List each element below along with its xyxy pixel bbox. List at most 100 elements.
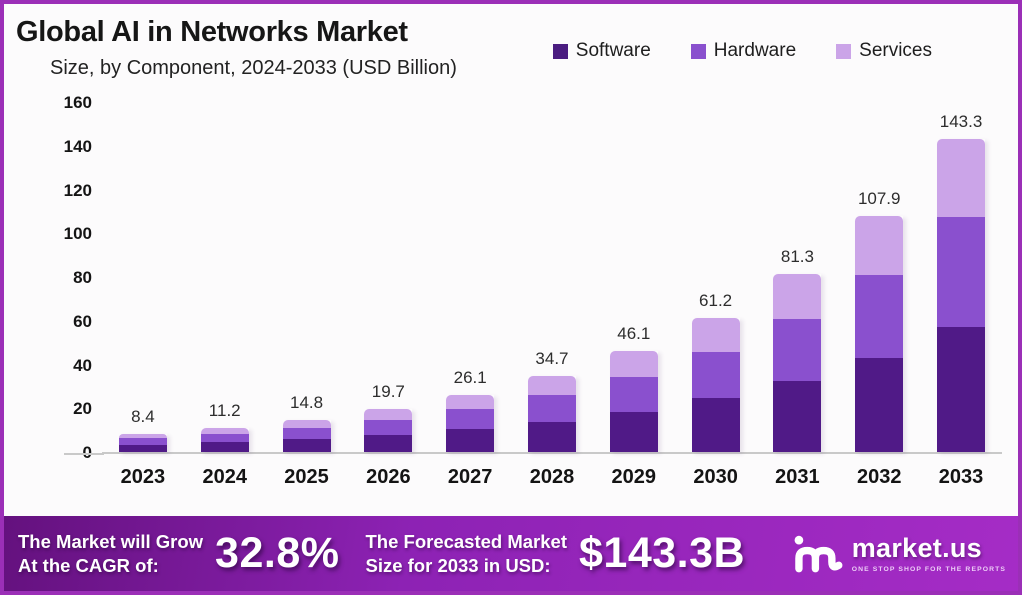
bar-value-label: 11.2 <box>208 400 241 420</box>
bar-column: 61.2 <box>675 104 757 452</box>
logo-text-block: market.us ONE STOP SHOP FOR THE REPORTS <box>851 532 1006 573</box>
bar-column: 8.4 <box>102 104 184 452</box>
y-tick-label: 120 <box>63 180 92 200</box>
bar-segment-services <box>446 394 495 410</box>
stacked-bar <box>527 376 576 452</box>
bar-segment-software <box>446 429 495 452</box>
bar-segment-hardware <box>937 216 986 327</box>
stacked-bar <box>282 419 331 452</box>
legend-label: Hardware <box>713 40 797 61</box>
legend-item-hardware: Hardware <box>690 40 797 62</box>
x-axis-label: 2027 <box>447 466 493 488</box>
bar-value-label: 107.9 <box>857 188 901 208</box>
logo-name: market.us <box>851 532 982 563</box>
bar-column: 46.1 <box>593 104 675 452</box>
bar-value-label: 81.3 <box>780 247 814 267</box>
stacked-bar <box>200 427 249 452</box>
legend-item-services: Services <box>836 40 932 62</box>
bar-segment-hardware <box>282 427 331 440</box>
bar-segment-hardware <box>527 395 576 422</box>
bar-segment-services <box>527 376 576 396</box>
bar-column: 143.3 <box>920 104 1002 452</box>
services-swatch-icon <box>836 43 852 59</box>
x-axis-label: 2026 <box>366 466 411 488</box>
bar-segment-hardware <box>691 351 740 399</box>
x-axis-label: 2025 <box>284 466 329 488</box>
cagr-value: 32.8% <box>215 529 340 577</box>
x-axis-label: 2029 <box>611 466 657 488</box>
legend-label: Services <box>859 40 932 61</box>
bar-segment-software <box>609 411 658 452</box>
bar-value-label: 61.2 <box>699 291 733 311</box>
x-axis-label: 2028 <box>529 466 575 488</box>
forecast-label: The Forecasted Market Size for 2033 in U… <box>365 530 567 576</box>
bar-value-label: 34.7 <box>535 349 569 369</box>
bar-value-label: 19.7 <box>371 381 405 401</box>
x-axis: 2023 2024 2025 2026 2027 2028 2029 2030 2031 2032… <box>102 466 1002 489</box>
x-axis-label: 2023 <box>120 466 166 488</box>
cagr-label-line1: The Market will Grow <box>18 531 204 553</box>
y-tick-label: 160 <box>63 93 92 112</box>
hardware-swatch-icon <box>690 43 706 59</box>
bar-segment-software <box>937 326 986 452</box>
legend: Software Hardware Services <box>552 40 932 62</box>
bar-segment-software <box>364 434 413 452</box>
page-title: Global AI in Networks Market <box>16 16 408 48</box>
bar-column: 14.8 <box>266 104 348 452</box>
bar-segment-services <box>855 215 904 275</box>
forecast-label-line2: Size for 2033 in USD: <box>365 554 551 576</box>
bar-segment-services <box>937 138 986 217</box>
bar-segment-software <box>118 444 167 452</box>
chart-subtitle: Size, by Component, 2024-2033 (USD Billi… <box>50 57 457 79</box>
plot-area: 8.4 11.2 14.8 19.7 26.1 34.7 46.1 61.2 81.3 107.9… <box>102 104 1002 454</box>
bar-segment-services <box>118 433 167 439</box>
cagr-label: The Market will Grow At the CAGR of: <box>18 530 203 576</box>
y-tick-label: 40 <box>73 355 92 375</box>
stacked-bar <box>937 138 986 452</box>
footer-banner: The Market will Grow At the CAGR of: 32.… <box>4 516 1018 591</box>
x-axis-baseline <box>64 453 104 455</box>
legend-item-software: Software <box>552 40 651 62</box>
forecast-value: $143.3B <box>579 529 746 577</box>
forecast-label-line1: The Forecasted Market <box>365 531 567 553</box>
bar-segment-services <box>691 318 740 352</box>
bar-column: 107.9 <box>838 104 920 452</box>
chart-header: Global AI in Networks Market Size, by Co… <box>4 4 1018 104</box>
bar-segment-software <box>855 357 904 452</box>
x-axis-label: 2032 <box>856 466 902 488</box>
bar-column: 11.2 <box>184 104 266 452</box>
bar-segment-software <box>773 380 822 452</box>
legend-label: Software <box>575 40 651 61</box>
bar-segment-hardware <box>118 438 167 445</box>
x-axis-label: 2030 <box>693 466 738 488</box>
bar-segment-services <box>282 419 331 428</box>
y-axis: 0 20 40 60 80 100 120 140 160 <box>4 93 92 462</box>
bar-column: 34.7 <box>511 104 593 452</box>
stacked-bar-chart: 0 20 40 60 80 100 120 140 160 8.4 11.2 14.8 19.7 26.… <box>4 93 1018 506</box>
stacked-bar <box>446 394 495 452</box>
bar-segment-services <box>200 427 249 434</box>
bar-segment-hardware <box>200 433 249 443</box>
stacked-bar <box>855 215 904 452</box>
y-tick-label: 20 <box>73 399 92 419</box>
stacked-bar <box>364 408 413 452</box>
bar-segment-software <box>200 442 249 452</box>
bar-segment-services <box>364 408 413 420</box>
bar-segment-hardware <box>855 274 904 358</box>
bar-value-label: 143.3 <box>939 111 983 131</box>
bar-column: 19.7 <box>347 104 429 452</box>
bar-segment-hardware <box>773 318 822 381</box>
cagr-label-line2: At the CAGR of: <box>18 554 159 576</box>
bar-segment-services <box>773 274 822 319</box>
bar-segment-services <box>609 351 658 377</box>
x-axis-label: 2024 <box>202 466 247 488</box>
marketus-logo-icon <box>794 535 843 572</box>
bar-column: 81.3 <box>757 104 839 452</box>
x-axis-label: 2031 <box>775 466 820 488</box>
bar-value-label: 46.1 <box>617 324 651 344</box>
y-tick-label: 0 <box>4 443 92 463</box>
bar-column: 26.1 <box>429 104 511 452</box>
bar-value-label: 8.4 <box>131 406 155 426</box>
stacked-bar <box>773 274 822 452</box>
bar-value-label: 26.1 <box>453 367 487 387</box>
